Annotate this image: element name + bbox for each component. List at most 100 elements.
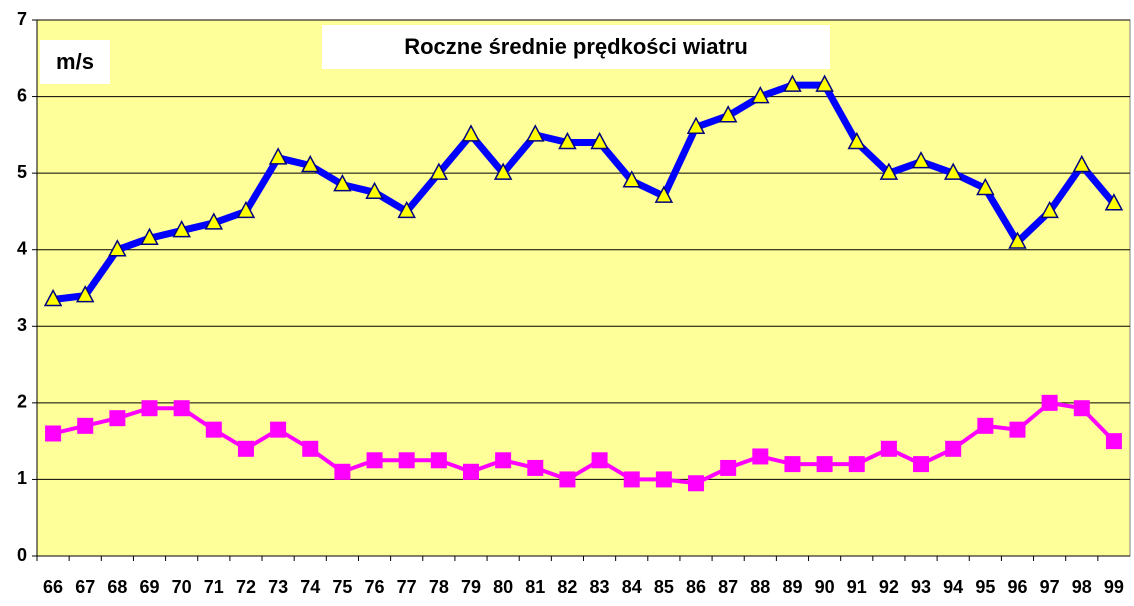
x-tick-label: 95 <box>975 577 995 597</box>
marker <box>976 177 995 196</box>
title-box <box>322 25 830 69</box>
marker <box>140 227 159 245</box>
marker <box>718 105 738 123</box>
marker <box>526 124 545 142</box>
marker <box>301 154 320 173</box>
x-tick-label: 97 <box>1040 577 1060 597</box>
y-tick-label: 6 <box>17 85 27 105</box>
x-tick-label: 75 <box>332 577 352 597</box>
x-tick-label: 81 <box>525 577 545 597</box>
marker <box>495 452 512 469</box>
marker <box>302 440 319 457</box>
marker <box>880 440 897 457</box>
marker <box>654 185 674 203</box>
marker <box>1041 394 1058 411</box>
x-tick-label: 71 <box>204 577 224 597</box>
marker <box>686 116 706 134</box>
marker <box>365 181 384 200</box>
x-tick-label: 84 <box>622 577 642 597</box>
marker <box>398 452 415 469</box>
x-tick-label: 90 <box>815 577 835 597</box>
marker <box>109 410 126 427</box>
y-tick-label: 1 <box>17 468 27 488</box>
marker <box>141 400 158 417</box>
marker <box>879 162 899 180</box>
x-tick-label: 85 <box>654 577 674 597</box>
x-tick-label: 83 <box>590 577 610 597</box>
marker <box>493 162 513 180</box>
marker <box>911 151 931 169</box>
x-tick-label: 80 <box>493 577 513 597</box>
marker <box>108 239 127 257</box>
marker <box>205 421 222 438</box>
x-tick-label: 93 <box>911 577 931 597</box>
marker <box>590 131 609 150</box>
marker <box>622 170 641 188</box>
marker <box>1009 421 1026 438</box>
series-line <box>52 81 1117 303</box>
marker <box>752 448 769 465</box>
marker <box>77 417 94 434</box>
x-tick-label: 82 <box>557 577 577 597</box>
series-line <box>52 400 1116 486</box>
x-tick-label: 76 <box>365 577 385 597</box>
marker <box>236 200 256 219</box>
marker <box>913 456 930 473</box>
marker <box>815 74 834 92</box>
chart-title: Roczne średnie prędkości wiatru <box>404 34 748 59</box>
marker <box>783 74 802 92</box>
x-tick-label: 70 <box>172 577 192 597</box>
x-tick-label: 86 <box>686 577 706 597</box>
marker <box>429 162 449 180</box>
x-tick-label: 66 <box>43 577 63 597</box>
marker <box>977 417 994 434</box>
marker <box>334 463 351 480</box>
marker <box>366 452 383 469</box>
x-tick-label: 72 <box>236 577 256 597</box>
marker <box>559 471 576 488</box>
x-tick-label: 91 <box>847 577 867 597</box>
marker <box>430 452 447 469</box>
marker <box>784 456 801 473</box>
marker <box>462 463 479 480</box>
marker <box>1072 154 1092 173</box>
marker <box>172 219 191 238</box>
x-tick-label: 73 <box>268 577 288 597</box>
marker <box>270 421 287 438</box>
y-tick-label: 5 <box>17 162 27 182</box>
x-tick-label: 68 <box>107 577 127 597</box>
x-tick-label: 78 <box>429 577 449 597</box>
marker <box>43 288 63 307</box>
x-tick-label: 94 <box>943 577 963 597</box>
plot-area <box>36 19 1131 557</box>
marker <box>1073 400 1090 417</box>
x-tick-label: 92 <box>879 577 899 597</box>
y-tick-label: 7 <box>17 9 27 29</box>
marker <box>720 459 737 476</box>
x-tick-label: 79 <box>461 577 481 597</box>
x-tick-label: 77 <box>397 577 417 597</box>
x-tick-label: 96 <box>1007 577 1027 597</box>
marker <box>591 452 608 469</box>
x-tick-label: 69 <box>139 577 159 597</box>
marker <box>558 131 577 150</box>
x-tick-label: 87 <box>718 577 738 597</box>
marker <box>268 147 288 165</box>
marker <box>688 475 705 492</box>
x-tick-label: 67 <box>75 577 95 597</box>
y-tick-label: 4 <box>17 238 27 258</box>
marker <box>1040 200 1059 219</box>
marker <box>751 85 770 104</box>
x-tick-label: 98 <box>1072 577 1092 597</box>
marker <box>204 212 224 230</box>
marker <box>943 162 963 180</box>
marker <box>45 425 62 442</box>
marker <box>173 400 190 417</box>
y-tick-label: 3 <box>17 315 27 335</box>
marker <box>237 440 254 457</box>
marker <box>333 174 352 192</box>
marker <box>75 285 95 303</box>
marker <box>1105 433 1122 450</box>
x-tick-label: 99 <box>1104 577 1124 597</box>
